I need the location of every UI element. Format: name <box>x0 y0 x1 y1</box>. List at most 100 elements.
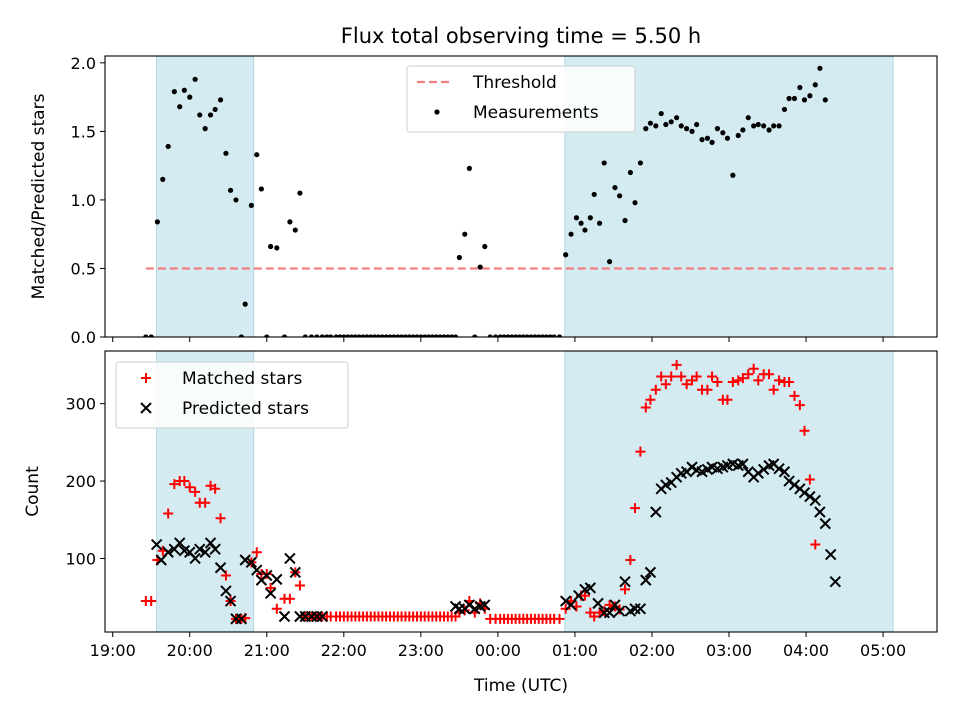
point-dot-0-62 <box>433 334 439 337</box>
point-dot-0-15 <box>223 150 229 156</box>
point-plus-0-108 <box>640 402 651 413</box>
point-dot-0-52 <box>395 334 401 337</box>
point-x-1-72 <box>737 458 749 470</box>
point-dot-0-35 <box>328 334 334 337</box>
point-dot-0-131 <box>761 123 767 129</box>
point-dot-0-134 <box>776 123 782 129</box>
legend-label: Matched stars <box>182 369 302 389</box>
point-dot-0-137 <box>791 95 798 102</box>
legend-label: Threshold <box>472 73 557 93</box>
point-dot-0-100 <box>601 160 607 166</box>
legend-box <box>406 65 636 133</box>
point-plus-0-9 <box>190 486 201 497</box>
point-x-1-49 <box>619 575 631 588</box>
point-x-1-80 <box>778 466 791 478</box>
point-x-1-81 <box>783 475 795 487</box>
point-dot-0-14 <box>217 97 224 103</box>
point-x-1-13 <box>220 585 232 597</box>
point-dot-0-125 <box>730 172 736 178</box>
point-dot-0-91 <box>556 334 563 337</box>
point-dot-0-50 <box>387 334 393 337</box>
point-x-1-19 <box>251 564 263 576</box>
x-tick-label: 05:00 <box>860 641 906 660</box>
point-dot-0-109 <box>647 120 654 126</box>
point-dot-0-121 <box>709 139 715 145</box>
point-x-1-55 <box>650 506 662 518</box>
point-dot-0-132 <box>766 127 772 133</box>
x-tick-label: 03:00 <box>706 641 752 660</box>
point-dot-0-105 <box>627 169 633 176</box>
point-dot-0-112 <box>663 121 669 128</box>
point-x-1-31 <box>316 610 328 623</box>
point-plus-0-127 <box>737 373 748 384</box>
point-dot-0-143 <box>822 97 828 103</box>
point-dot-0-56 <box>410 334 416 337</box>
point-dot-0-138 <box>797 84 803 91</box>
point-plus-0-134 <box>774 375 785 386</box>
point-dot-0-113 <box>668 119 674 125</box>
point-x-1-11 <box>209 543 221 555</box>
point-dot-0-76 <box>497 334 503 337</box>
point-plus-0-91 <box>554 613 565 624</box>
point-dot-0-87 <box>539 334 546 337</box>
point-x-1-22 <box>264 587 277 600</box>
point-dot-0-26 <box>281 334 288 337</box>
point-dot-0-118 <box>694 121 700 128</box>
point-dot-0-139 <box>801 97 808 103</box>
point-dot-0-49 <box>383 334 389 337</box>
point-dot-0-25 <box>274 245 280 251</box>
point-dot-0-33 <box>319 334 325 337</box>
legend-dot-sample <box>434 109 440 115</box>
point-plus-0-111 <box>656 371 667 382</box>
x-tick-label: 20:00 <box>167 641 213 660</box>
point-dot-0-98 <box>591 191 597 198</box>
point-dot-0-32 <box>314 334 320 337</box>
point-dot-0-2 <box>154 219 160 225</box>
point-plus-0-105 <box>625 555 636 566</box>
point-dot-0-3 <box>160 176 166 182</box>
x-tick-label: 23:00 <box>398 641 444 660</box>
point-dot-0-55 <box>406 334 412 337</box>
point-dot-0-69 <box>462 231 468 237</box>
point-dot-0-106 <box>632 200 638 206</box>
point-dot-0-10 <box>197 112 203 118</box>
point-dot-0-30 <box>302 334 308 337</box>
point-x-1-52 <box>634 603 647 615</box>
point-dot-0-61 <box>429 334 436 337</box>
point-dot-0-42 <box>356 334 362 337</box>
point-dot-0-59 <box>422 334 428 337</box>
point-dot-0-44 <box>364 334 370 337</box>
series-group <box>140 359 842 625</box>
point-plus-0-125 <box>727 376 738 387</box>
point-x-1-47 <box>609 599 621 611</box>
y-tick-label: 1.0 <box>71 191 96 210</box>
point-plus-0-13 <box>210 483 221 494</box>
point-dot-0-94 <box>573 215 580 221</box>
point-plus-0-109 <box>645 394 656 405</box>
point-plus-0-14 <box>215 513 226 524</box>
point-plus-0-133 <box>768 384 779 395</box>
x-tick-label: 01:00 <box>552 641 598 660</box>
point-x-1-38 <box>479 599 491 611</box>
point-dot-0-136 <box>786 95 792 102</box>
point-dot-0-38 <box>341 334 347 337</box>
y-tick-label: 2.0 <box>71 54 96 73</box>
point-dot-0-13 <box>212 106 218 113</box>
point-dot-0-4 <box>165 143 171 150</box>
point-dot-0-77 <box>501 334 507 337</box>
point-dot-0-120 <box>704 135 711 141</box>
point-plus-0-107 <box>635 446 646 457</box>
point-plus-0-113 <box>666 371 677 382</box>
point-x-1-0 <box>150 538 163 551</box>
x-axis-label: Time (UTC) <box>473 676 568 696</box>
point-dot-0-95 <box>578 220 584 226</box>
point-plus-0-106 <box>630 503 641 514</box>
point-plus-0-23 <box>261 568 272 579</box>
y-tick-label: 200 <box>65 472 96 491</box>
x-tick-label: 21:00 <box>244 641 290 660</box>
x-tick-label: 00:00 <box>475 641 521 660</box>
x-tick-label: 22:00 <box>321 641 367 660</box>
point-x-1-84 <box>798 486 811 499</box>
point-dot-0-92 <box>563 252 569 258</box>
point-dot-0-85 <box>532 334 538 337</box>
